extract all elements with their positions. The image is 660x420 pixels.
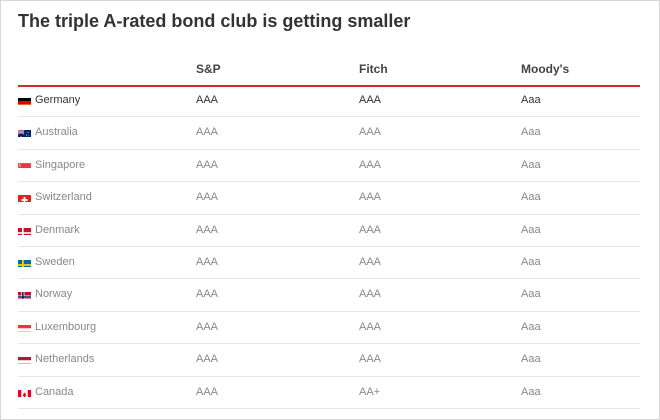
table-row: Australia AAA AAA Aaa [18,117,640,150]
moodys-rating: Aaa [521,223,541,236]
sp-rating: AAA [196,255,219,268]
moodys-rating: Aaa [521,353,541,366]
sp-rating: AAA [196,320,219,333]
sp-rating: AAA [196,353,219,366]
table-row: Luxembourg AAA AAA Aaa [18,312,640,345]
switzerland-flag-icon [18,192,31,203]
sp-rating: AAA [196,158,219,171]
table-body: Germany AAA AAA Aaa Australia AAA AAA Aaa Singap… [18,85,640,409]
sp-rating: AAA [196,288,219,301]
fitch-rating: AAA [359,191,382,204]
fitch-rating: AAA [359,288,382,301]
table-row: Netherlands AAA AAA Aaa [18,344,640,377]
sp-rating: AAA [196,223,219,236]
table-row: Switzerland AAA AAA Aaa [18,182,640,215]
fitch-rating: AAA [359,223,382,236]
country-name: Netherlands [35,353,95,366]
fitch-rating: AAA [359,320,382,333]
fitch-rating: AAA [359,126,382,139]
moodys-rating: Aaa [521,255,541,268]
column-header-moodys: Moody's [521,62,570,76]
moodys-rating: Aaa [521,288,541,301]
country-name: Singapore [35,158,86,171]
sp-rating: AAA [196,385,219,398]
table-row: Norway AAA AAA Aaa [18,279,640,312]
table-row: Sweden AAA AAA Aaa [18,247,640,280]
canada-flag-icon [18,387,31,397]
norway-flag-icon [18,289,31,300]
fitch-rating: AAA [359,353,382,366]
country-name: Denmark [35,223,80,236]
table-row: Canada AAA AA+ Aaa [18,377,640,409]
country-name: Luxembourg [35,320,97,333]
table-row: Denmark AAA AAA Aaa [18,215,640,247]
germany-flag-icon [18,95,31,105]
moodys-rating: Aaa [521,126,541,139]
australia-flag-icon [18,127,31,138]
country-name: Australia [35,126,78,139]
sp-rating: AAA [196,94,219,106]
country-name: Sweden [35,255,75,268]
moodys-rating: Aaa [521,94,541,106]
singapore-flag-icon [18,160,31,170]
fitch-rating: AAA [359,158,382,171]
moodys-rating: Aaa [521,158,541,171]
moodys-rating: Aaa [521,385,541,398]
moodys-rating: Aaa [521,320,541,333]
country-name: Switzerland [35,191,92,204]
column-header-fitch: Fitch [359,62,388,76]
table-header: S&P Fitch Moody's [18,59,640,87]
table-row: Singapore AAA AAA Aaa [18,150,640,183]
country-name: Germany [35,94,81,106]
fitch-rating: AAA [359,94,382,106]
sp-rating: AAA [196,191,219,204]
column-header-sp: S&P [196,62,221,76]
denmark-flag-icon [18,225,31,235]
page-title: The triple A-rated bond club is getting … [18,11,411,31]
fitch-rating: AA+ [359,385,381,398]
luxembourg-flag-icon [18,322,31,332]
moodys-rating: Aaa [521,191,541,204]
sweden-flag-icon [18,257,31,267]
country-name: Norway [35,288,73,301]
fitch-rating: AAA [359,255,382,268]
table-row: Germany AAA AAA Aaa [18,85,640,118]
netherlands-flag-icon [18,354,31,365]
country-name: Canada [35,385,74,398]
sp-rating: AAA [196,126,219,139]
